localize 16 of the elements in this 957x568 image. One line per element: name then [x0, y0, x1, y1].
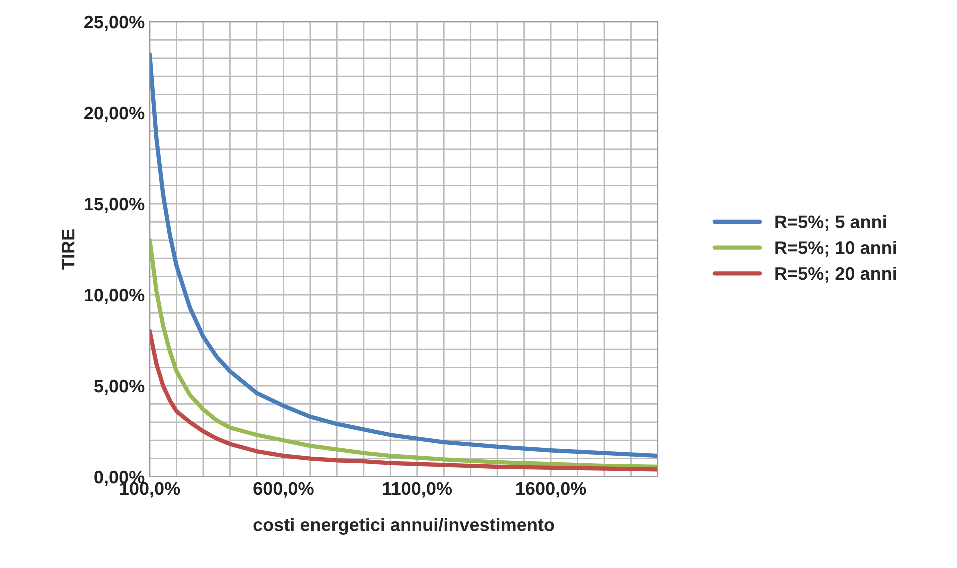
y-tick-label: 10,00%: [85, 288, 145, 304]
y-axis-title: TIRE: [62, 230, 75, 270]
x-axis-title: costi energetici annui/investimento: [254, 518, 554, 536]
legend-label: R=5%; 5 anni: [776, 215, 886, 232]
x-tick-label: 600,0%: [254, 482, 314, 498]
y-tick-label: 15,00%: [85, 198, 145, 214]
x-tick-label: 1600,0%: [516, 482, 586, 498]
y-tick-label: 25,00%: [84, 16, 145, 32]
line-series: [150, 238, 658, 470]
line-series: [150, 329, 658, 472]
legend-label: R=5%; 20 anni: [776, 266, 896, 283]
x-tick-label: 1100,0%: [383, 482, 452, 498]
y-tick-label: 20,00%: [84, 106, 145, 122]
legend-label: R=5%; 10 anni: [776, 241, 896, 257]
line-series: [150, 52, 658, 458]
y-tick-label: 5,00%: [94, 380, 145, 396]
